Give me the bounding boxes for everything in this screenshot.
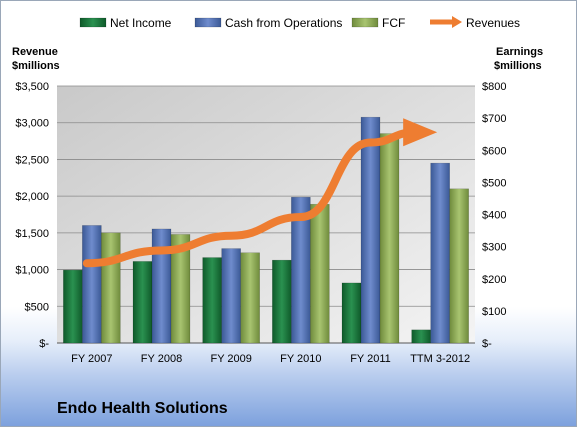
left-tick-label: $3,500 bbox=[15, 81, 49, 93]
left-tick-label: $500 bbox=[25, 301, 49, 313]
legend-label: Revenues bbox=[466, 16, 520, 30]
revenue-line-group bbox=[82, 118, 438, 268]
left-axis-title-line1: Revenue bbox=[12, 46, 58, 58]
bar-cash-from-operations bbox=[151, 228, 172, 344]
x-tick-label: FY 2011 bbox=[350, 353, 391, 365]
right-tick-label: $500 bbox=[482, 177, 506, 189]
bar-fcf bbox=[170, 234, 191, 344]
x-tick-label: FY 2007 bbox=[71, 353, 112, 365]
bar-cash-from-operations bbox=[221, 248, 241, 344]
x-axis-ticks: FY 2007 FY 2008 FY 2009 FY 2010 FY 2011 TTM 3… bbox=[71, 353, 470, 365]
left-tick-label: $1,500 bbox=[15, 228, 49, 240]
legend-swatch-net-income bbox=[79, 17, 107, 28]
revenues-line bbox=[82, 128, 420, 268]
bar-fcf bbox=[310, 203, 330, 344]
right-axis-ticks: $- $100 $200 $300 $400 $500 $600 $700 $800 bbox=[482, 81, 506, 350]
right-tick-label: $600 bbox=[482, 145, 506, 157]
right-tick-label: $400 bbox=[482, 210, 506, 222]
left-axis-ticks: $- $500 $1,000 $1,500 $2,000 $2,500 $3,000 $3,5… bbox=[15, 81, 49, 350]
revenues-arrowhead bbox=[403, 118, 438, 147]
bar-net-income bbox=[63, 269, 83, 344]
legend-label: Cash from Operations bbox=[225, 16, 342, 30]
legend-label: Net Income bbox=[110, 16, 172, 30]
right-tick-label: $- bbox=[482, 338, 492, 350]
bar-fcf bbox=[101, 232, 121, 344]
bar-fcf bbox=[240, 252, 260, 344]
right-tick-label: $300 bbox=[482, 242, 506, 254]
x-tick-label: FY 2008 bbox=[141, 353, 182, 365]
bar-fcf bbox=[379, 133, 400, 344]
company-name: Endo Health Solutions bbox=[57, 400, 228, 417]
legend-arrowhead bbox=[452, 16, 462, 28]
bar-net-income bbox=[341, 282, 362, 344]
legend: Net Income Cash from Operations FCF Revenue… bbox=[79, 16, 520, 30]
left-tick-label: $2,000 bbox=[15, 191, 49, 203]
x-tick-label: TTM 3-2012 bbox=[410, 353, 470, 365]
right-tick-label: $800 bbox=[482, 81, 506, 93]
bar-net-income bbox=[202, 257, 222, 344]
right-axis-title-line1: Earnings bbox=[496, 46, 543, 58]
right-tick-label: $700 bbox=[482, 113, 506, 125]
left-tick-label: $3,000 bbox=[15, 118, 49, 130]
x-tick-label: FY 2010 bbox=[280, 353, 321, 365]
bar-series-group bbox=[63, 116, 469, 344]
legend-swatch-fcf bbox=[351, 17, 379, 28]
legend-swatch-cash-from-operations bbox=[194, 17, 222, 28]
bar-cash-from-operations bbox=[360, 116, 381, 344]
bar-cash-from-operations bbox=[430, 162, 450, 344]
legend-label: FCF bbox=[382, 16, 405, 30]
bar-cash-from-operations bbox=[82, 225, 102, 344]
bar-net-income bbox=[411, 329, 431, 344]
right-axis-title-line2: $millions bbox=[494, 60, 542, 72]
bar-net-income bbox=[132, 261, 153, 344]
left-axis-title-line2: $millions bbox=[12, 60, 60, 72]
left-tick-label: $1,000 bbox=[15, 265, 49, 277]
gridlines bbox=[57, 85, 475, 344]
bar-net-income bbox=[272, 259, 292, 344]
left-tick-label: $- bbox=[39, 338, 49, 350]
right-tick-label: $200 bbox=[482, 274, 506, 286]
x-tick-label: FY 2009 bbox=[210, 353, 251, 365]
right-tick-label: $100 bbox=[482, 306, 506, 318]
left-tick-label: $2,500 bbox=[15, 154, 49, 166]
bar-fcf bbox=[449, 188, 469, 344]
